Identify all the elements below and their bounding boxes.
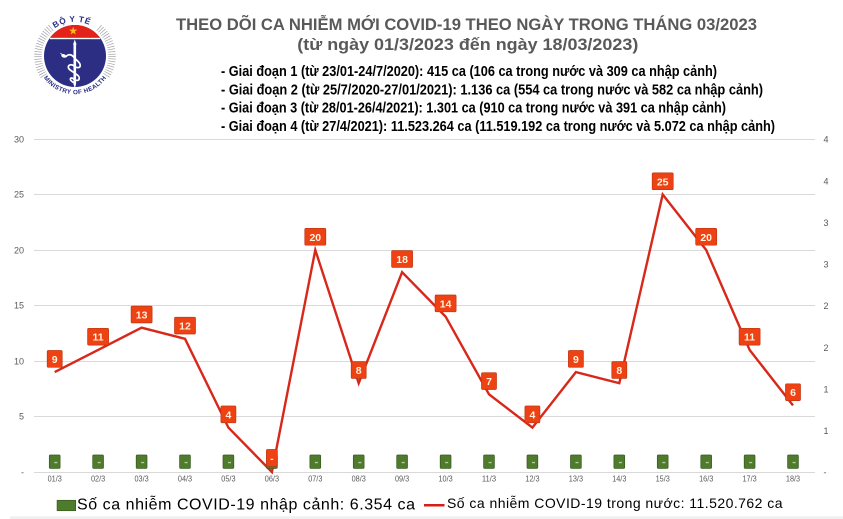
svg-text:07/3: 07/3 — [308, 474, 322, 484]
svg-text:THEO DÕI CA NHIỄM MỚI COVID-19: THEO DÕI CA NHIỄM MỚI COVID-19 THEO NGÀY… — [176, 14, 757, 34]
svg-text:8: 8 — [356, 365, 362, 377]
svg-text:4: 4 — [529, 409, 535, 421]
svg-text:5: 5 — [19, 412, 24, 422]
svg-text:06/3: 06/3 — [265, 474, 279, 484]
svg-text:- Giai đoạn 3 (từ 28/01-26/4/2: - Giai đoạn 3 (từ 28/01-26/4/2021): 1.30… — [221, 101, 726, 117]
svg-text:13: 13 — [136, 310, 148, 322]
svg-text:12: 12 — [179, 321, 191, 333]
svg-text:30: 30 — [14, 135, 24, 145]
svg-text:20: 20 — [309, 232, 321, 244]
svg-text:9: 9 — [52, 354, 58, 366]
svg-text:11: 11 — [744, 332, 755, 344]
svg-text:2: 2 — [824, 343, 829, 353]
svg-text:01/3: 01/3 — [48, 474, 62, 484]
svg-text:14: 14 — [440, 298, 452, 310]
svg-text:16/3: 16/3 — [699, 474, 713, 484]
svg-text:03/3: 03/3 — [135, 474, 149, 484]
svg-text:1: 1 — [824, 384, 829, 394]
svg-text:Số ca nhiễm COVID-19 trong nướ: Số ca nhiễm COVID-19 trong nước: 11.520.… — [447, 495, 783, 511]
svg-text:25: 25 — [14, 190, 24, 200]
svg-text:-: - — [270, 453, 274, 465]
svg-text:20: 20 — [14, 246, 24, 256]
svg-text:14/3: 14/3 — [612, 474, 626, 484]
svg-text:6: 6 — [790, 387, 796, 399]
svg-text:8: 8 — [616, 365, 622, 377]
svg-text:4: 4 — [824, 176, 829, 186]
svg-text:15: 15 — [14, 301, 24, 311]
svg-text:4: 4 — [824, 135, 829, 145]
svg-text:7: 7 — [486, 376, 492, 388]
svg-text:(từ ngày 01/3/2023 đến ngày 18: (từ ngày 01/3/2023 đến ngày 18/03/2023) — [297, 35, 638, 54]
svg-text:- Giai đoạn 1 (từ 23/01-24/7/2: - Giai đoạn 1 (từ 23/01-24/7/2020): 415 … — [221, 64, 717, 80]
svg-text:-: - — [21, 468, 24, 478]
svg-text:3: 3 — [824, 218, 829, 228]
svg-text:17/3: 17/3 — [743, 474, 757, 484]
svg-text:11: 11 — [93, 332, 104, 344]
svg-text:12/3: 12/3 — [525, 474, 539, 484]
svg-text:13/3: 13/3 — [569, 474, 583, 484]
svg-text:11/3: 11/3 — [482, 474, 496, 484]
svg-text:10/3: 10/3 — [439, 474, 453, 484]
svg-text:15/3: 15/3 — [656, 474, 670, 484]
svg-text:18: 18 — [396, 254, 408, 266]
svg-text:02/3: 02/3 — [91, 474, 105, 484]
svg-text:1: 1 — [824, 426, 829, 436]
svg-text:- Giai đoạn 4 (từ 27/4/2021):: - Giai đoạn 4 (từ 27/4/2021): 11.523.264… — [221, 119, 775, 135]
svg-text:10: 10 — [14, 357, 24, 367]
svg-text:-: - — [824, 468, 827, 478]
svg-text:18/3: 18/3 — [786, 474, 800, 484]
svg-text:9: 9 — [573, 354, 579, 366]
svg-text:04/3: 04/3 — [178, 474, 192, 484]
svg-text:20: 20 — [700, 232, 712, 244]
svg-text:Số ca nhiễm COVID-19 nhập cảnh: Số ca nhiễm COVID-19 nhập cảnh: 6.354 ca — [77, 495, 415, 514]
svg-text:4: 4 — [225, 409, 231, 421]
svg-text:09/3: 09/3 — [395, 474, 409, 484]
svg-text:05/3: 05/3 — [221, 474, 235, 484]
svg-text:3: 3 — [824, 260, 829, 270]
svg-text:2: 2 — [824, 301, 829, 311]
svg-text:- Giai đoạn 2 (từ 25/7/2020-27: - Giai đoạn 2 (từ 25/7/2020-27/01/2021):… — [221, 82, 763, 98]
svg-text:25: 25 — [657, 176, 669, 188]
svg-text:08/3: 08/3 — [352, 474, 366, 484]
